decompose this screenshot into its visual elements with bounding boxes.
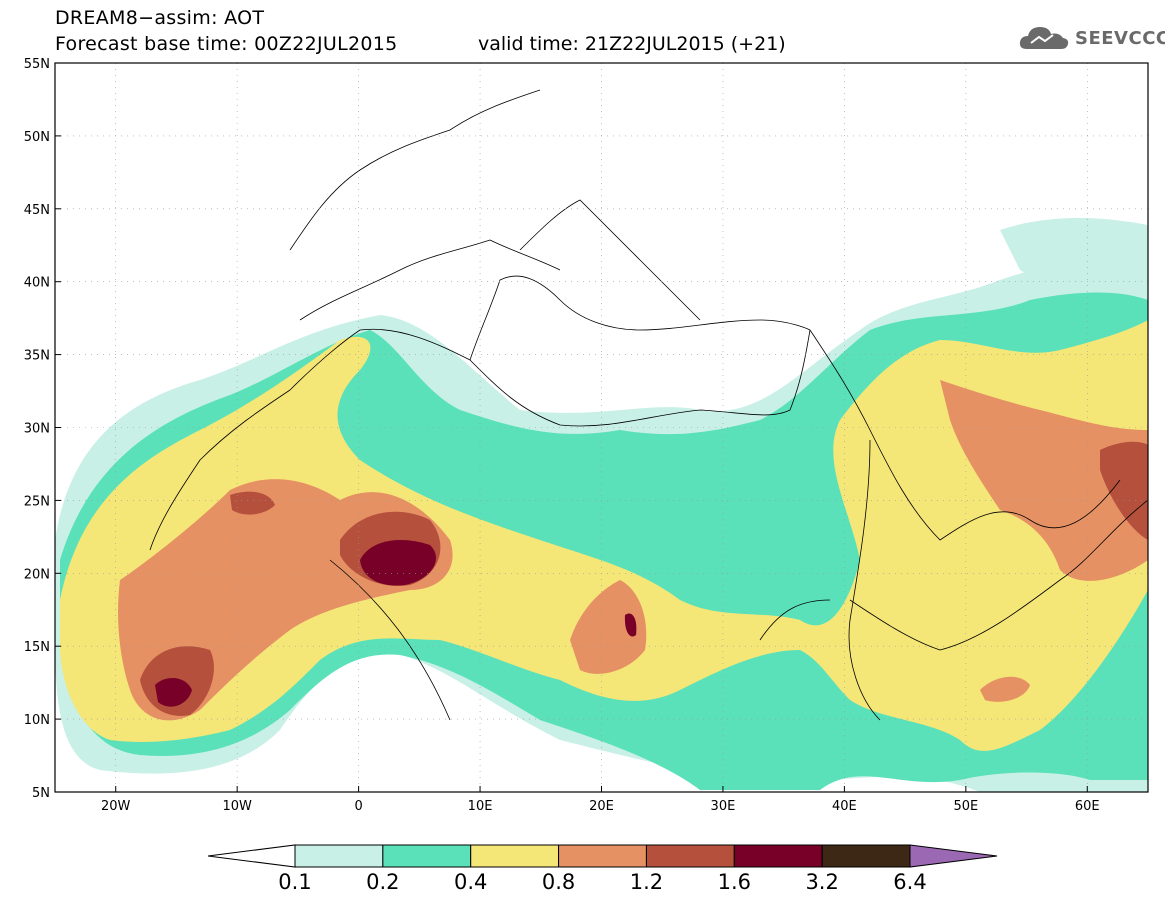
colorbar-box xyxy=(558,844,647,868)
lat-tick-label: 20N xyxy=(24,567,50,582)
colorbar-over-triangle xyxy=(909,844,998,868)
lon-tick-label: 50E xyxy=(953,799,978,814)
colorbar-label: 1.2 xyxy=(629,870,664,894)
colorbar-box xyxy=(470,844,560,868)
lon-tick-label: 10W xyxy=(222,799,252,814)
colorbar-label: 0.1 xyxy=(278,870,312,894)
lon-tick-label: 0 xyxy=(354,799,362,814)
lat-tick-label: 45N xyxy=(24,203,50,218)
colorbar-label: 0.8 xyxy=(541,870,576,894)
colorbar-box xyxy=(294,844,384,868)
colorbar-box xyxy=(382,844,472,868)
colorbar-box xyxy=(645,844,735,868)
valid-time-label: valid time: 21Z22JUL2015 (+21) xyxy=(478,33,786,55)
colorbar xyxy=(207,844,998,868)
lon-tick-label: 20E xyxy=(589,799,614,814)
lat-tick-label: 30N xyxy=(24,422,50,437)
colorbar-label: 1.6 xyxy=(717,870,751,894)
graticule xyxy=(55,63,1148,792)
axis-ticks: 5N 10N 15N 20N 25N 30N 35N 40N 45N 50N 55N 20W 10W 0 1… xyxy=(24,57,1100,814)
lat-tick-label: 15N xyxy=(24,640,50,655)
lon-tick-label: 60E xyxy=(1075,799,1100,814)
coastlines xyxy=(149,89,1148,721)
colorbar-label: 6.4 xyxy=(893,870,927,894)
lon-tick-label: 10E xyxy=(468,799,493,814)
colorbar-box xyxy=(821,844,911,868)
lat-tick-label: 40N xyxy=(24,276,50,291)
lat-tick-label: 55N xyxy=(24,57,50,72)
base-time-label: Forecast base time: 00Z22JUL2015 xyxy=(55,33,398,55)
colorbar-under-triangle xyxy=(207,844,296,868)
colorbar-label: 0.4 xyxy=(454,870,488,894)
lat-tick-label: 10N xyxy=(24,713,50,728)
colorbar-box xyxy=(733,844,823,868)
colorbar-label: 3.2 xyxy=(805,870,839,894)
aot-contours xyxy=(55,218,1148,792)
lon-tick-label: 30E xyxy=(711,799,736,814)
cloud-icon xyxy=(1019,27,1069,49)
lon-tick-label: 20W xyxy=(101,799,131,814)
lat-tick-label: 35N xyxy=(24,349,50,364)
lat-tick-label: 5N xyxy=(32,786,50,801)
map-title: DREAM8−assim: AOT xyxy=(55,7,265,29)
lat-tick-label: 50N xyxy=(24,130,50,145)
lon-tick-label: 40E xyxy=(832,799,857,814)
colorbar-label: 0.2 xyxy=(366,870,400,894)
seevccc-logo: SEEVCCC xyxy=(1017,22,1165,54)
logo-text: SEEVCCC xyxy=(1075,27,1165,49)
lat-tick-label: 25N xyxy=(24,494,50,509)
